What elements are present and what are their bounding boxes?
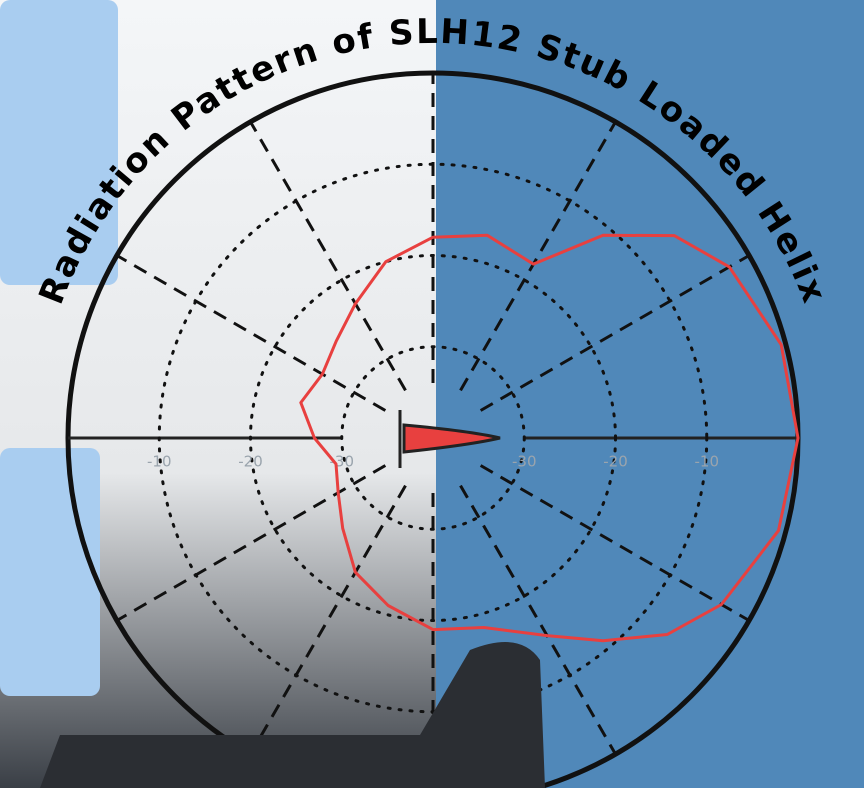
- grid-ring: [157, 162, 709, 714]
- side-tab: [0, 448, 100, 696]
- feed-icon: [398, 410, 501, 468]
- spoke: [116, 464, 387, 622]
- spoke: [459, 121, 617, 392]
- r-tick-label: -20: [603, 453, 628, 471]
- grid-ring: [249, 254, 617, 622]
- spoke: [479, 254, 750, 412]
- spoke: [116, 254, 387, 412]
- r-tick-label: -20: [238, 453, 263, 471]
- spoke: [459, 484, 617, 755]
- pattern-line: [299, 233, 800, 643]
- spoke: [249, 121, 407, 392]
- r-tick-label: -10: [147, 453, 172, 471]
- grid-ring: [340, 345, 526, 531]
- spoke: [249, 484, 407, 755]
- spoke: [479, 464, 750, 622]
- r-tick-label: -10: [695, 453, 720, 471]
- r-tick-label: -30: [512, 453, 537, 471]
- side-tab: [0, 0, 118, 285]
- connector-photo: [40, 642, 545, 788]
